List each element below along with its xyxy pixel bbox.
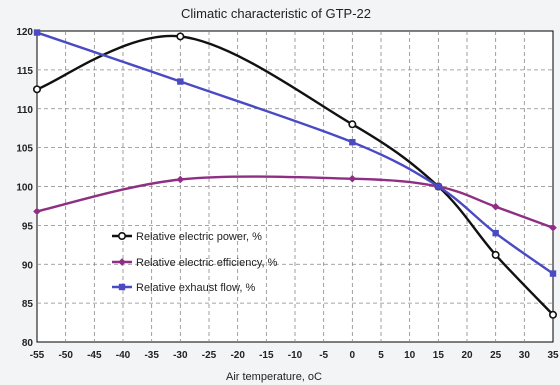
data-point-exhaust-flow: [177, 78, 184, 85]
legend-item-efficiency: Relative electric efficiency, %: [112, 257, 278, 269]
legend-marker: [118, 258, 126, 266]
y-tick-label: 100: [16, 183, 33, 194]
y-tick-label: 105: [16, 144, 33, 155]
series-group: [32, 29, 557, 319]
legend-item-exhaust-flow: Relative exhaust flow, %: [112, 282, 255, 294]
y-tick-label: 90: [22, 260, 34, 271]
data-point-power: [491, 250, 500, 259]
data-point-power: [548, 310, 557, 319]
x-axis: -55 -50 -45 -40 -35 -30 -25 -20 -15 -10 -5 0 5 10 15 20…: [30, 350, 559, 361]
legend-marker: [118, 232, 127, 241]
y-tick-label: 95: [22, 221, 34, 232]
x-tick-label: -25: [202, 350, 217, 361]
data-point-efficiency: [33, 207, 41, 216]
legend-item-power: Relative electric power, %: [112, 231, 262, 243]
y-axis: 80 85 90 95 100 105 110 115 120: [16, 27, 33, 349]
x-axis-label: Air temperature, oC: [226, 371, 322, 383]
x-tick-label: -45: [87, 350, 102, 361]
data-point-efficiency: [348, 174, 357, 183]
legend: Relative electric power, % Relative elect…: [112, 231, 278, 294]
x-tick-label: 25: [490, 350, 502, 361]
y-tick-label: 110: [17, 105, 34, 116]
data-point-efficiency: [549, 223, 557, 232]
y-tick-label: 80: [22, 338, 34, 349]
y-tick-label: 115: [17, 66, 34, 77]
x-tick-label: -50: [58, 350, 73, 361]
data-point-power: [176, 32, 185, 41]
x-tick-label: -10: [288, 350, 303, 361]
x-tick-label: 30: [519, 350, 531, 361]
data-point-exhaust-flow: [549, 270, 557, 277]
data-point-power: [348, 120, 357, 129]
data-point-exhaust-flow: [492, 229, 499, 237]
data-point-exhaust-flow: [349, 138, 356, 146]
legend-marker: [118, 283, 126, 291]
y-tick-label: 120: [16, 27, 33, 38]
x-tick-label: 5: [378, 350, 384, 361]
x-tick-label: -15: [259, 350, 274, 361]
legend-label: Relative exhaust flow, %: [136, 282, 255, 294]
x-tick-label: -55: [30, 350, 45, 361]
x-tick-label: 0: [350, 350, 356, 361]
x-tick-label: -5: [319, 350, 328, 361]
x-tick-label: 10: [404, 350, 416, 361]
x-tick-label: -40: [116, 350, 131, 361]
chart-title: Climatic characteristic of GTP-22: [181, 6, 371, 21]
x-tick-label: -30: [173, 350, 188, 361]
x-tick-label: 35: [547, 350, 559, 361]
x-tick-label: -35: [144, 350, 159, 361]
data-point-exhaust-flow: [33, 29, 41, 36]
legend-label: Relative electric power, %: [136, 231, 262, 243]
data-point-efficiency: [491, 202, 500, 211]
data-point-exhaust-flow: [435, 183, 442, 190]
x-tick-label: 15: [433, 350, 445, 361]
series-exhaust-flow: [33, 29, 557, 277]
x-tick-label: 20: [461, 350, 473, 361]
y-tick-label: 85: [22, 299, 34, 310]
legend-label: Relative electric efficiency, %: [136, 257, 278, 269]
data-point-efficiency: [176, 175, 185, 184]
data-point-power: [32, 85, 41, 94]
x-tick-label: -20: [230, 350, 245, 361]
